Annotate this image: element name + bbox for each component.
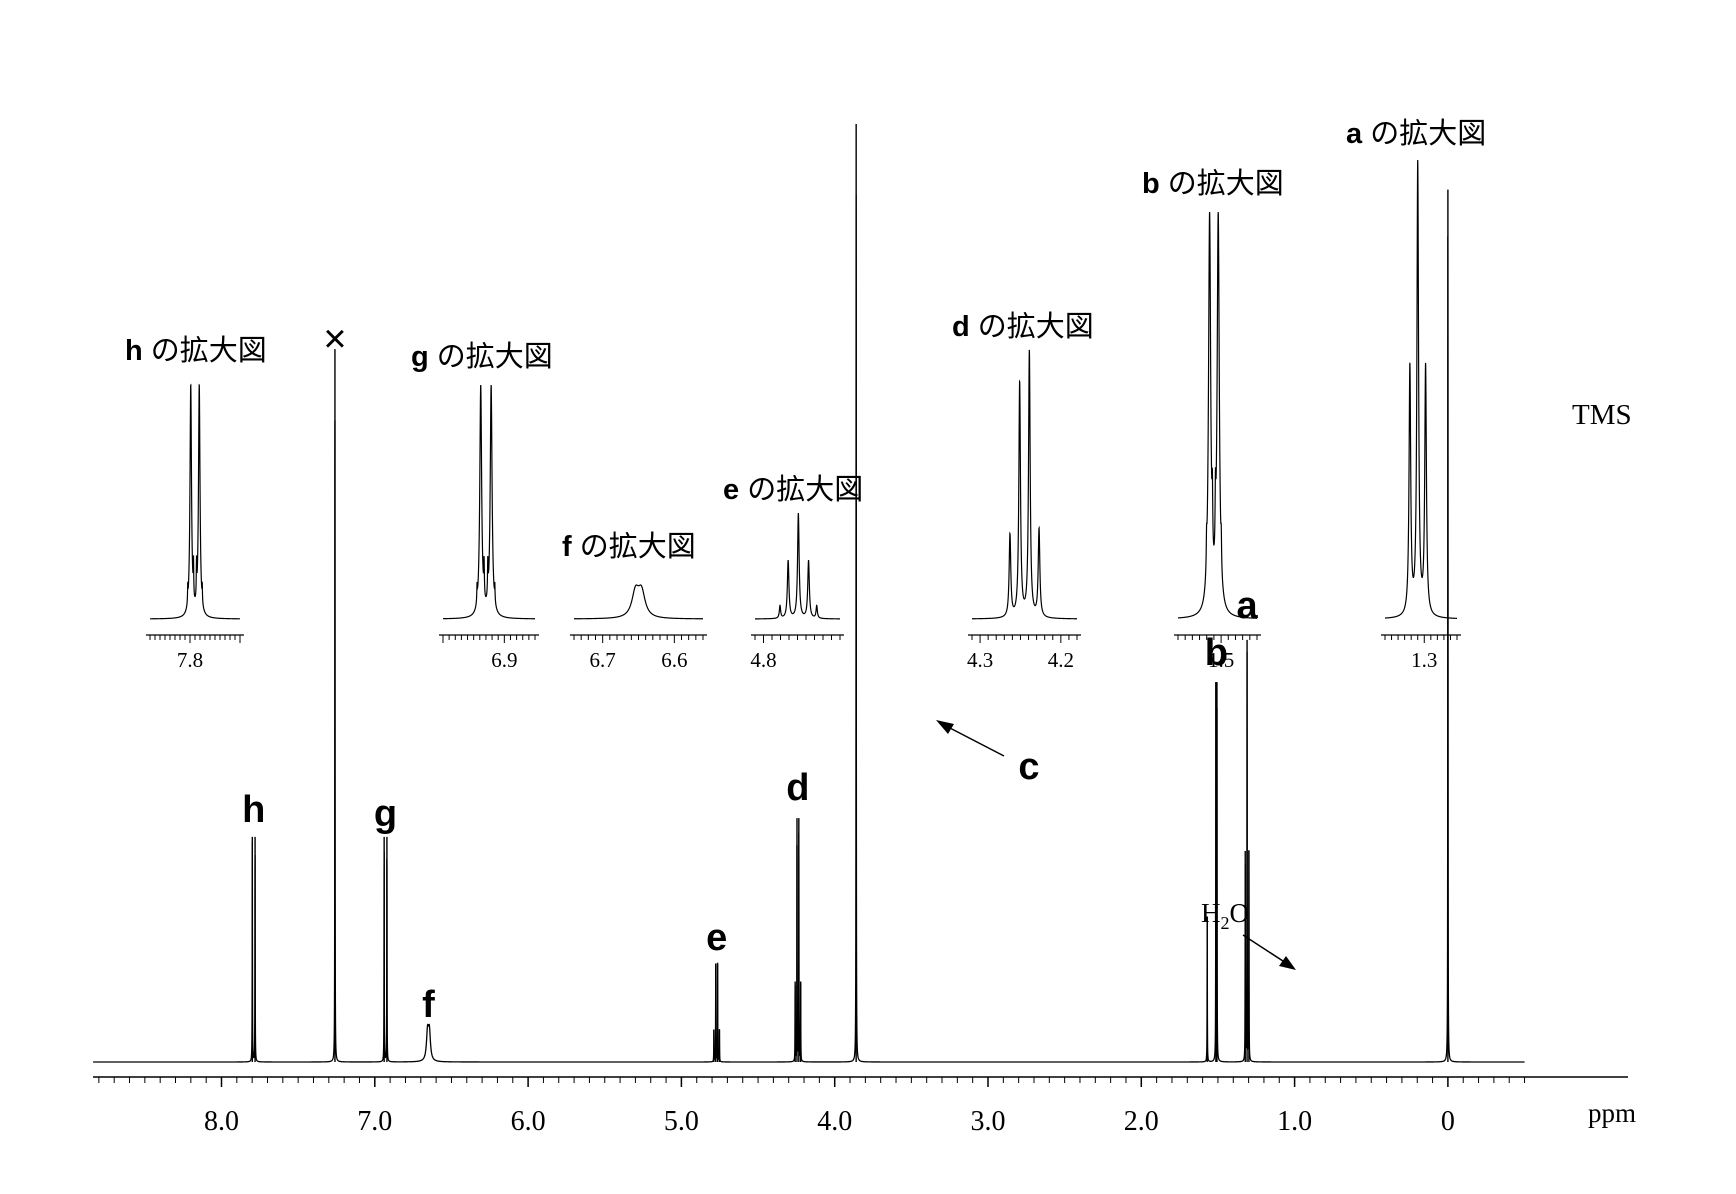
peak-label-b: b (1205, 632, 1228, 674)
peak-label-g: g (374, 793, 397, 835)
inset-tick-label-a: 1.3 (1411, 648, 1437, 672)
inset-tick-label-h: 7.8 (177, 648, 203, 672)
inset-title-g: g の拡大図 (411, 340, 553, 373)
inset-tick-label-d: 4.3 (967, 648, 993, 672)
inset-tick-label-f: 6.6 (661, 648, 687, 672)
inset-title-b: b の拡大図 (1142, 167, 1284, 200)
inset-trace-a (1385, 159, 1457, 619)
x-tick-label: 6.0 (511, 1106, 546, 1137)
solvent-cross-label: × (323, 317, 346, 361)
inset-title-a: a の拡大図 (1346, 117, 1486, 150)
inset-f: 6.7 6.6 f の拡大図 (562, 530, 707, 672)
inset-e: 4.8 e の拡大図 (723, 473, 863, 672)
h2o-subscript: 2 (1221, 913, 1230, 933)
inset-title-e: e の拡大図 (723, 473, 863, 506)
main-spectrum-group (93, 124, 1525, 1063)
inset-h: 7.8 h の拡大図 (125, 334, 267, 672)
inset-a: 1.3 a の拡大図 (1346, 117, 1486, 672)
inset-title-letter-b: b (1142, 168, 1168, 200)
peak-label-d: d (786, 767, 809, 809)
peak-label-h: h (242, 789, 265, 831)
inset-title-text-h: の拡大図 (151, 334, 267, 367)
x-tick-label: 2.0 (1124, 1106, 1159, 1137)
h2o-h: H (1201, 898, 1221, 928)
inset-trace-h (149, 383, 241, 620)
x-tick-label: 1.0 (1277, 1106, 1312, 1137)
x-tick-label: 4.0 (817, 1106, 852, 1137)
inset-trace-f (574, 584, 703, 620)
x-tick-label: 7.0 (357, 1106, 392, 1137)
inset-d: 4.3 4.2 d の拡大図 (952, 310, 1094, 672)
inset-title-h: h の拡大図 (125, 334, 267, 367)
inset-title-text-f: の拡大図 (580, 530, 696, 563)
inset-title-text-a: の拡大図 (1370, 117, 1486, 150)
h2o-label: H2O (1201, 898, 1249, 933)
inset-title-text-d: の拡大図 (978, 310, 1094, 343)
x-axis: 8.0 7.0 6.0 5.0 4.0 3.0 2.0 1.0 0 ppm (93, 1076, 1636, 1137)
inset-title-text-g: の拡大図 (437, 340, 553, 373)
h2o-o: O (1230, 898, 1250, 928)
inset-title-letter-a: a (1346, 118, 1370, 150)
tms-label: TMS (1572, 399, 1632, 431)
x-tick-label: 8.0 (204, 1106, 239, 1137)
c-arrow-head (936, 720, 954, 734)
inset-title-text-b: の拡大図 (1168, 167, 1284, 200)
inset-b: 1.5b の拡大図 (1142, 167, 1284, 672)
inset-tick-label-e: 4.8 (750, 648, 776, 672)
inset-title-letter-e: e (723, 474, 747, 506)
inset-g: 6.9 g の拡大図 (411, 340, 553, 672)
inset-trace-g (443, 384, 535, 620)
inset-tick-label-d: 4.2 (1048, 648, 1074, 672)
inset-trace-e (755, 512, 840, 620)
x-tick-label: 3.0 (971, 1106, 1006, 1137)
x-tick-label: 0 (1441, 1106, 1455, 1137)
inset-tick-label-g: 6.9 (491, 648, 517, 672)
spectrum-trace (93, 194, 1525, 1063)
inset-title-f: f の拡大図 (562, 530, 696, 563)
inset-title-text-e: の拡大図 (747, 473, 863, 506)
peak-label-c: c (1018, 746, 1039, 788)
inset-title-d: d の拡大図 (952, 310, 1094, 343)
peak-label-f: f (422, 984, 435, 1026)
inset-title-letter-f: f (562, 531, 580, 563)
inset-title-letter-h: h (125, 335, 151, 367)
inset-title-letter-d: d (952, 311, 978, 343)
peak-label-e: e (706, 917, 727, 959)
inset-trace-b (1177, 211, 1257, 619)
peak-label-a: a (1237, 585, 1259, 627)
h2o-arrow-shaft (1242, 934, 1287, 964)
peak-labels: h g f e d ba c × TMS H2O (242, 317, 1632, 1026)
c-arrow-shaft (947, 726, 1005, 757)
x-axis-unit: ppm (1588, 1098, 1636, 1128)
inset-title-letter-g: g (411, 341, 437, 373)
inset-tick-label-f: 6.7 (590, 648, 616, 672)
x-tick-label: 5.0 (664, 1106, 699, 1137)
inset-trace-d (972, 349, 1077, 620)
inset-tick-label-b: 1.5 (1208, 648, 1234, 672)
h2o-arrow-head (1279, 956, 1296, 970)
